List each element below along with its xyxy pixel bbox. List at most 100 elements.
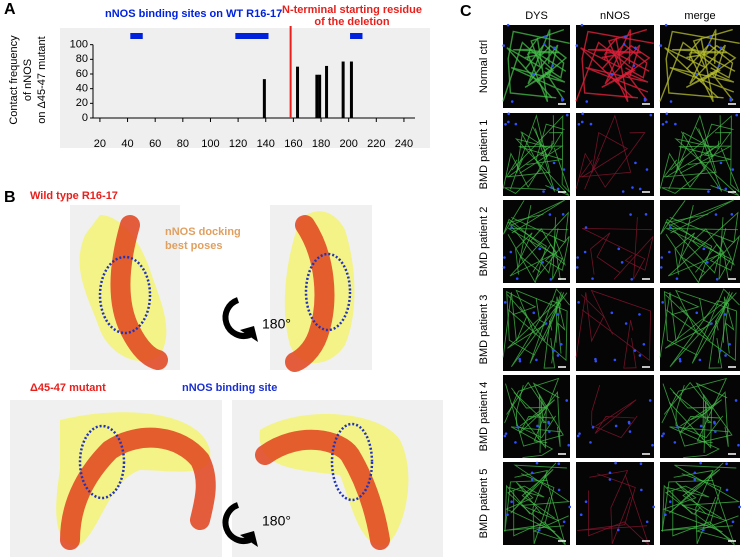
nucleus	[676, 425, 679, 429]
nucleus	[723, 313, 727, 316]
nucleus	[518, 357, 521, 361]
rotation-label: 180°	[262, 316, 291, 332]
membrane-stain	[662, 383, 733, 447]
membrane-stain	[669, 292, 737, 368]
nucleus	[585, 100, 589, 103]
membrane-stain	[532, 115, 555, 157]
nucleus	[630, 277, 634, 281]
membrane-stain	[505, 383, 564, 447]
nucleus	[532, 311, 536, 315]
membrane-stain	[668, 462, 724, 519]
nucleus	[507, 120, 510, 124]
nucleus	[668, 250, 671, 254]
nnos-stain	[604, 29, 641, 85]
membrane-stain	[526, 36, 549, 102]
nucleus	[580, 23, 584, 27]
wild-type-label: Wild type R16-17	[30, 190, 118, 202]
nucleus	[580, 120, 584, 124]
column-header: nNOS	[600, 10, 630, 22]
nnos-stain	[601, 44, 651, 83]
micrograph	[503, 113, 570, 196]
molecule-image	[70, 205, 180, 370]
backbone	[255, 429, 390, 550]
nucleus	[660, 256, 664, 259]
nucleus	[503, 301, 507, 304]
membrane-stain	[555, 296, 566, 354]
nucleus	[518, 359, 522, 363]
nucleus	[651, 443, 654, 447]
membrane-stain	[511, 114, 570, 193]
membrane-stain	[502, 200, 566, 266]
nucleus	[575, 44, 579, 47]
site-ellipse	[98, 255, 152, 335]
nnos-stain	[585, 66, 649, 101]
nucleus	[659, 44, 663, 47]
nucleus	[628, 430, 632, 433]
membrane-stain	[513, 474, 566, 546]
membrane-stain	[662, 481, 723, 533]
nucleus	[591, 425, 595, 429]
nucleus	[627, 420, 631, 424]
nucleus	[502, 266, 506, 269]
nucleus	[738, 505, 741, 509]
micrograph	[576, 200, 654, 283]
nucleus	[576, 256, 579, 259]
nucleus	[724, 354, 727, 357]
nucleus	[633, 349, 637, 352]
x-tick-label: 140	[257, 138, 275, 150]
nucleus	[719, 161, 723, 165]
nucleus	[737, 443, 740, 447]
binding-sites-label: nNOS binding sites on WT R16-17	[105, 8, 282, 20]
membrane-stain	[669, 204, 739, 269]
nucleus	[668, 226, 672, 229]
nucleus	[725, 488, 729, 492]
membrane-stain	[669, 387, 712, 449]
membrane-stain	[504, 131, 546, 194]
nucleus	[644, 213, 648, 216]
docking-label: best poses	[165, 240, 222, 252]
membrane-stain	[668, 199, 734, 274]
nucleus	[643, 99, 647, 102]
nnos-stain	[603, 37, 629, 103]
membrane-stain	[672, 48, 736, 72]
y-tick-label: 100	[70, 39, 88, 51]
y-axis-label: on Δ45-47 mutant	[36, 36, 48, 123]
nucleus	[506, 23, 510, 27]
y-tick-label: 80	[76, 53, 88, 65]
nucleus	[503, 434, 507, 438]
membrane-stain	[722, 296, 735, 354]
nucleus	[504, 432, 508, 435]
nucleus	[616, 528, 620, 532]
nucleus	[576, 434, 580, 438]
nucleus	[537, 528, 541, 532]
bar	[325, 65, 329, 118]
backbone	[285, 215, 335, 372]
nucleus	[709, 35, 712, 39]
membrane-stain	[511, 205, 569, 269]
membrane-stain	[665, 30, 740, 99]
nucleus	[552, 46, 556, 50]
nnos-stain	[590, 232, 621, 275]
nucleus	[708, 42, 711, 46]
bar	[296, 66, 300, 118]
nucleus	[581, 112, 584, 116]
membrane-stain	[524, 43, 565, 79]
membrane-stain	[698, 123, 734, 192]
row-label: BMD patient 1	[478, 120, 490, 190]
membrane-stain	[674, 464, 741, 522]
nucleus	[515, 277, 519, 280]
nucleus	[561, 213, 565, 216]
nucleus	[699, 424, 703, 428]
membrane-stain	[698, 234, 740, 280]
nnos-stain	[623, 320, 637, 369]
panel-letter: B	[4, 189, 16, 206]
nucleus	[640, 488, 643, 492]
nnos-stain	[601, 43, 648, 79]
micrograph	[503, 462, 570, 545]
x-tick-label: 200	[339, 138, 357, 150]
membrane-stain	[502, 132, 563, 189]
nucleus	[716, 186, 720, 189]
membrane-stain	[665, 131, 714, 178]
nucleus	[664, 23, 668, 27]
x-tick-label: 220	[367, 138, 385, 150]
